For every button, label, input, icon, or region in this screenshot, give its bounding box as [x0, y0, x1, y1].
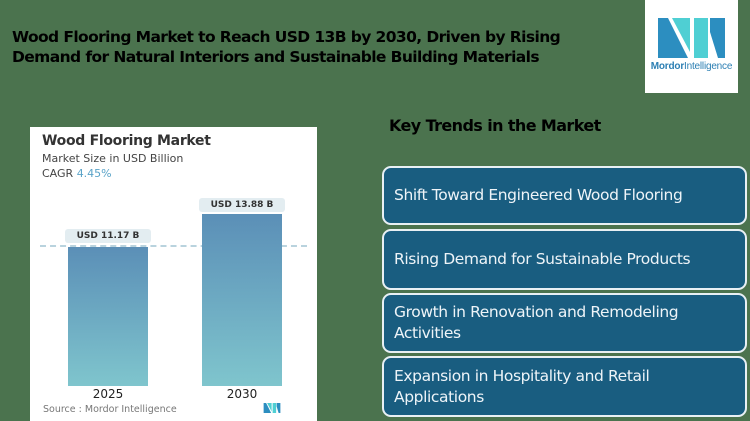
- logo-text: MordorIntelligence: [650, 61, 733, 72]
- reference-dashed-line: [40, 245, 307, 247]
- mordor-logo-icon: [658, 18, 725, 58]
- cagr-value: 4.45%: [76, 167, 112, 180]
- trend-item: Shift Toward Engineered Wood Flooring: [382, 166, 747, 225]
- x-label-2025: 2025: [92, 387, 124, 401]
- trend-item: Expansion in Hospitality and Retail Appl…: [382, 356, 747, 417]
- bar-value-label-2025: USD 11.17 B: [65, 229, 151, 243]
- trend-item: Growth in Renovation and Remodeling Acti…: [382, 293, 747, 353]
- chart-subtitle: Market Size in USD Billion: [42, 152, 184, 165]
- source-text: Source : Mordor Intelligence: [43, 404, 177, 415]
- chart-title: Wood Flooring Market: [42, 133, 211, 149]
- trend-item: Rising Demand for Sustainable Products: [382, 229, 747, 290]
- market-size-chart-card: Wood Flooring Market Market Size in USD …: [30, 127, 317, 421]
- x-label-2030: 2030: [226, 387, 258, 401]
- bar-2025: [68, 247, 148, 386]
- bar-2030: [202, 214, 282, 386]
- mordor-small-logo-icon: [263, 403, 281, 413]
- bar-value-label-2030: USD 13.88 B: [199, 198, 285, 212]
- mordor-logo: MordorIntelligence: [645, 0, 738, 93]
- cagr-text: CAGR 4.45%: [42, 167, 112, 180]
- key-trends-title: Key Trends in the Market: [389, 116, 601, 135]
- headline: Wood Flooring Market to Reach USD 13B by…: [12, 28, 561, 66]
